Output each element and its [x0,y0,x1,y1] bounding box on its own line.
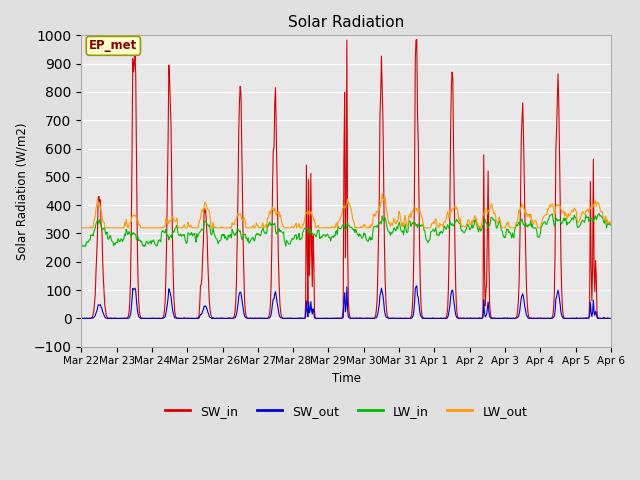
SW_out [223,315,231,321]
Y-axis label: Solar Radiation (W/m2): Solar Radiation (W/m2) [15,122,28,260]
SW_in [411,175,419,181]
LW_out [426,225,434,231]
SW_out [195,315,203,321]
SW_in [289,315,297,321]
LW_in [77,239,85,245]
LW_in [607,222,614,228]
LW_in [595,211,603,216]
SW_out [87,315,95,321]
X-axis label: Time: Time [332,372,360,385]
SW_in [195,312,203,318]
LW_in [411,219,419,225]
SW_in [223,315,231,321]
SW_out [77,315,85,321]
SW_out [413,283,420,288]
SW_in [77,315,85,321]
LW_out [378,192,386,197]
Line: LW_out: LW_out [81,194,611,228]
SW_out [426,315,434,321]
Title: Solar Radiation: Solar Radiation [288,15,404,30]
SW_out [141,315,149,321]
LW_in [78,243,86,249]
LW_in [88,233,95,239]
LW_in [224,237,232,242]
Text: EP_met: EP_met [89,39,138,52]
Line: SW_in: SW_in [81,39,611,318]
LW_in [142,239,150,245]
SW_out [410,308,418,314]
SW_in [413,36,420,42]
LW_out [223,225,231,231]
LW_out [141,225,149,231]
LW_out [411,204,419,210]
LW_out [607,220,614,226]
LW_out [195,219,203,225]
Line: LW_in: LW_in [81,214,611,246]
LW_in [426,236,434,242]
LW_out [77,225,85,231]
SW_in [141,315,149,321]
LW_out [87,224,95,229]
SW_in [87,315,95,321]
Line: SW_out: SW_out [81,286,611,318]
Legend: SW_in, SW_out, LW_in, LW_out: SW_in, SW_out, LW_in, LW_out [160,400,532,423]
SW_in [607,315,614,321]
LW_in [196,229,204,235]
SW_in [427,315,435,321]
SW_out [607,315,614,321]
